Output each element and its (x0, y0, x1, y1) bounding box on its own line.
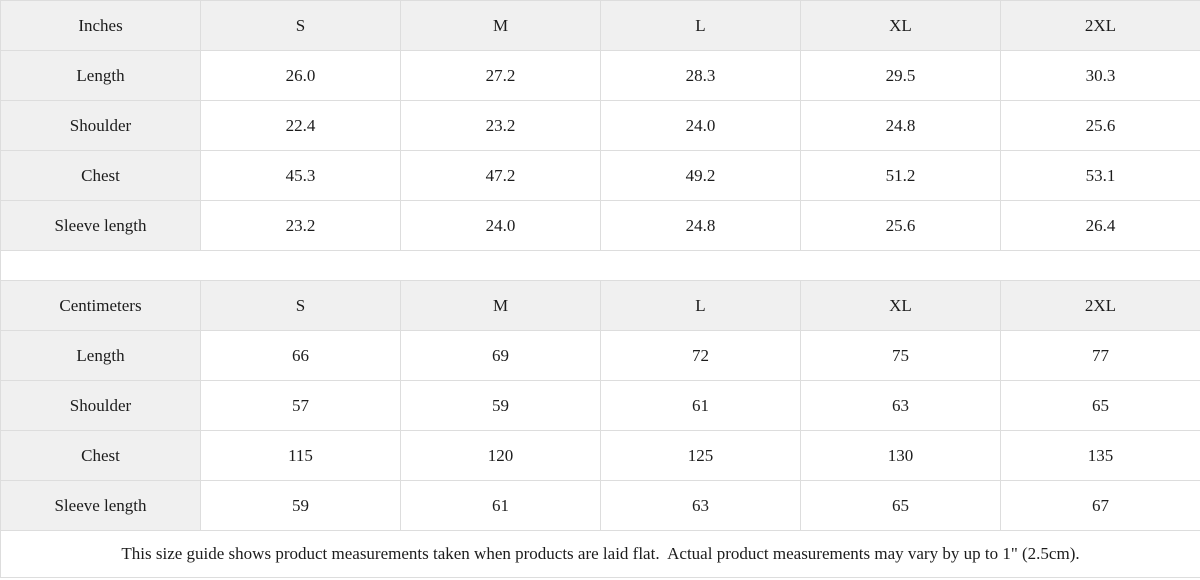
size-column-header: 2XL (1000, 280, 1200, 331)
measurement-value: 59 (400, 380, 601, 431)
measurement-value: 24.8 (600, 200, 801, 251)
size-column-header: XL (800, 0, 1001, 51)
spacer-cell (0, 250, 1200, 281)
table-row: Length 66 69 72 75 77 (0, 330, 1200, 381)
size-column-header: M (400, 280, 601, 331)
measurement-row-label: Chest (0, 150, 201, 201)
measurement-value: 28.3 (600, 50, 801, 101)
size-column-header: S (200, 0, 401, 51)
measurement-row-label: Length (0, 50, 201, 101)
measurement-value: 57 (200, 380, 401, 431)
measurement-value: 25.6 (800, 200, 1001, 251)
measurement-value: 77 (1000, 330, 1200, 381)
measurement-value: 26.4 (1000, 200, 1200, 251)
measurement-value: 61 (600, 380, 801, 431)
measurement-value: 53.1 (1000, 150, 1200, 201)
size-column-header: L (600, 0, 801, 51)
size-column-header: S (200, 280, 401, 331)
measurement-value: 125 (600, 430, 801, 481)
header-row-centimeters: Centimeters S M L XL 2XL (0, 280, 1200, 331)
measurement-value: 65 (800, 480, 1001, 531)
measurement-value: 63 (800, 380, 1001, 431)
measurement-value: 72 (600, 330, 801, 381)
measurement-value: 25.6 (1000, 100, 1200, 151)
measurement-value: 49.2 (600, 150, 801, 201)
measurement-row-label: Shoulder (0, 380, 201, 431)
measurement-value: 23.2 (200, 200, 401, 251)
measurement-value: 63 (600, 480, 801, 531)
measurement-value: 24.0 (600, 100, 801, 151)
table-row: Shoulder 22.4 23.2 24.0 24.8 25.6 (0, 100, 1200, 151)
measurement-value: 59 (200, 480, 401, 531)
measurement-value: 65 (1000, 380, 1200, 431)
table-row: Sleeve length 59 61 63 65 67 (0, 480, 1200, 531)
measurement-value: 130 (800, 430, 1001, 481)
size-column-header: M (400, 0, 601, 51)
measurement-value: 24.8 (800, 100, 1001, 151)
table-row: Length 26.0 27.2 28.3 29.5 30.3 (0, 50, 1200, 101)
measurement-row-label: Chest (0, 430, 201, 481)
measurement-value: 135 (1000, 430, 1200, 481)
measurement-value: 27.2 (400, 50, 601, 101)
measurement-value: 45.3 (200, 150, 401, 201)
measurement-row-label: Sleeve length (0, 200, 201, 251)
spacer-row (0, 250, 1200, 281)
table-row: Chest 45.3 47.2 49.2 51.2 53.1 (0, 150, 1200, 201)
measurement-value: 75 (800, 330, 1001, 381)
measurement-value: 61 (400, 480, 601, 531)
unit-header-cell: Centimeters (0, 280, 201, 331)
measurement-value: 30.3 (1000, 50, 1200, 101)
header-row-inches: Inches S M L XL 2XL (0, 0, 1200, 51)
footer-row: This size guide shows product measuremen… (0, 530, 1200, 578)
measurement-value: 67 (1000, 480, 1200, 531)
measurement-value: 26.0 (200, 50, 401, 101)
measurement-value: 51.2 (800, 150, 1001, 201)
measurement-value: 47.2 (400, 150, 601, 201)
measurement-value: 23.2 (400, 100, 601, 151)
measurement-row-label: Sleeve length (0, 480, 201, 531)
table-row: Shoulder 57 59 61 63 65 (0, 380, 1200, 431)
table-row: Sleeve length 23.2 24.0 24.8 25.6 26.4 (0, 200, 1200, 251)
measurement-value: 69 (400, 330, 601, 381)
measurement-value: 120 (400, 430, 601, 481)
size-column-header: L (600, 280, 801, 331)
measurement-row-label: Shoulder (0, 100, 201, 151)
measurement-value: 29.5 (800, 50, 1001, 101)
size-column-header: XL (800, 280, 1001, 331)
measurement-value: 115 (200, 430, 401, 481)
size-column-header: 2XL (1000, 0, 1200, 51)
measurement-row-label: Length (0, 330, 201, 381)
unit-header-cell: Inches (0, 0, 201, 51)
measurement-value: 66 (200, 330, 401, 381)
size-guide-note: This size guide shows product measuremen… (0, 530, 1200, 578)
table-row: Chest 115 120 125 130 135 (0, 430, 1200, 481)
measurement-value: 22.4 (200, 100, 401, 151)
measurement-value: 24.0 (400, 200, 601, 251)
